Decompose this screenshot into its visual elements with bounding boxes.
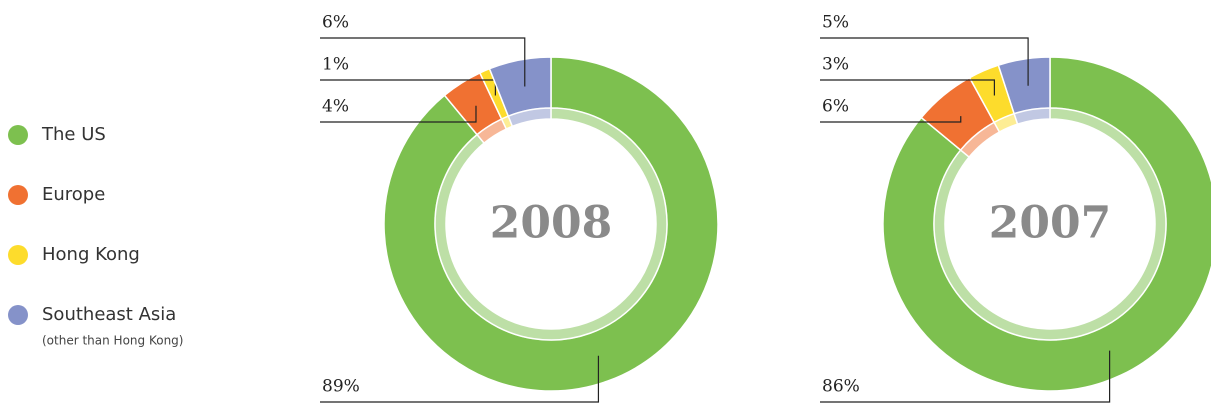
donut: 86% 6% 3% 5% 2007	[820, 13, 1211, 403]
legend-label: Hong Kong	[42, 244, 140, 265]
value-label: 4%	[322, 97, 349, 117]
legend-swatch	[8, 125, 28, 145]
leader-line	[820, 37, 1029, 86]
value-label: 86%	[822, 377, 860, 397]
donut-inner-band	[507, 107, 552, 128]
center-title: 2008	[490, 198, 612, 249]
value-label: 5%	[822, 13, 849, 33]
value-label: 6%	[822, 97, 849, 117]
value-label: 3%	[822, 55, 849, 75]
legend-note: (other than Hong Kong)	[42, 334, 183, 348]
legend-label: Europe	[42, 184, 105, 205]
legend-swatch	[8, 185, 28, 205]
leader-line	[820, 350, 1111, 403]
legend-swatch	[8, 245, 28, 265]
legend-swatch	[8, 305, 28, 325]
value-label: 6%	[322, 13, 349, 33]
leader-line	[320, 355, 600, 403]
leader-line	[320, 37, 526, 87]
leader-line	[820, 116, 962, 123]
center-title: 2007	[989, 198, 1111, 249]
value-label: 1%	[322, 55, 349, 75]
donut-inner-band	[1013, 107, 1051, 126]
donut: 89% 4% 1% 6% 2008	[320, 13, 719, 403]
legend-label: The US	[41, 124, 106, 145]
leader-line	[320, 105, 477, 123]
legend-label: Southeast Asia	[42, 304, 176, 325]
leader-line	[820, 79, 995, 96]
legend: The US Europe Hong Kong Southeast Asia (othe…	[8, 124, 183, 348]
value-label: 89%	[322, 377, 360, 397]
